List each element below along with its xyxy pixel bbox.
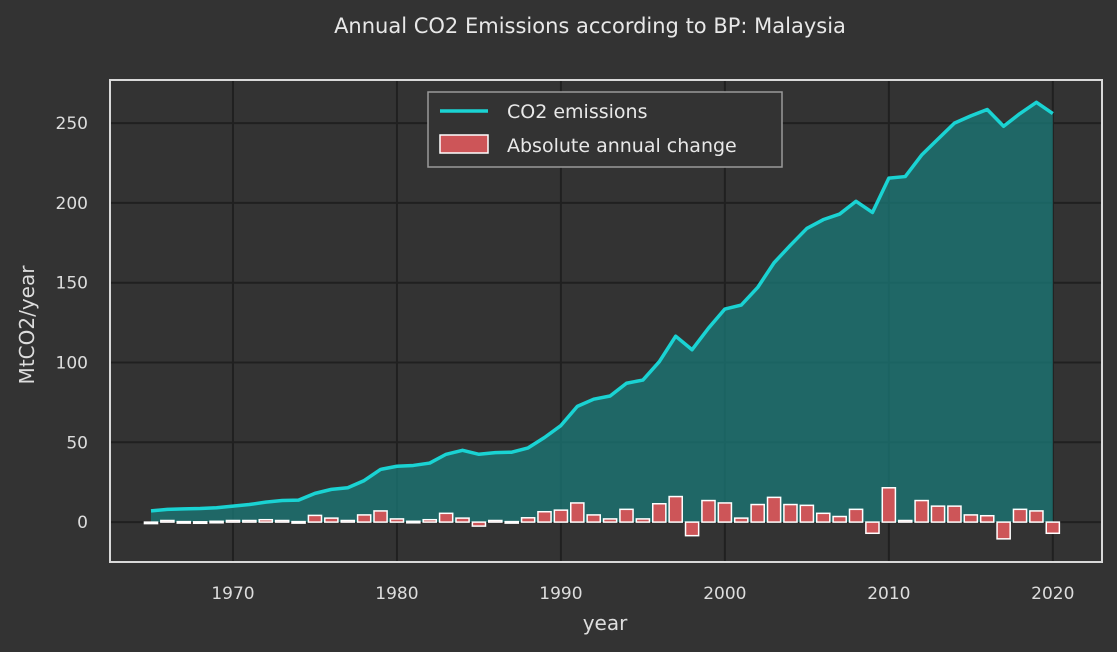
annual-change-bar [717, 502, 733, 523]
annual-change-bar [340, 519, 356, 523]
annual-change-bar [143, 521, 159, 525]
annual-change-bar [225, 519, 241, 523]
annual-change-bar [406, 520, 421, 524]
y-tick-label: 100 [56, 353, 88, 373]
line-layer [150, 100, 1054, 513]
annual-change-bar [356, 514, 372, 523]
x-tick-labels: 1970 1980 1990 2000 2010 2020 [211, 584, 1074, 604]
annual-change-bar [176, 520, 192, 524]
annual-change-bar [619, 508, 634, 523]
annual-change-bar [471, 521, 487, 527]
annual-change-bar [635, 518, 651, 523]
annual-change-bar [209, 520, 224, 524]
x-tick-label: 2010 [867, 584, 910, 604]
x-tick-label: 2020 [1031, 584, 1074, 604]
annual-change-bar [455, 517, 470, 523]
y-tick-label: 250 [56, 114, 88, 134]
annual-change-bar [1012, 508, 1028, 523]
y-tick-label: 150 [56, 274, 88, 294]
annual-change-bar [537, 510, 552, 523]
annual-change-bar [602, 518, 618, 523]
annual-change-bar [291, 520, 306, 524]
annual-change-bar [651, 502, 667, 523]
x-tick-label: 2000 [703, 584, 746, 604]
x-tick-label: 1990 [539, 584, 582, 604]
x-tick-label: 1980 [375, 584, 418, 604]
annual-change-bar [799, 504, 815, 523]
annual-change-bar [684, 521, 700, 537]
annual-change-bar [160, 519, 175, 523]
annual-change-bar [881, 487, 897, 523]
x-tick-label: 1970 [211, 584, 254, 604]
annual-change-bar [914, 499, 929, 523]
annual-change-bar [897, 519, 913, 523]
annual-change-bar [569, 502, 585, 523]
annual-change-bar [422, 518, 438, 523]
annual-change-bar [373, 510, 388, 523]
annual-change-bar [586, 514, 602, 523]
annual-change-bar [865, 521, 880, 535]
plot-frame [109, 79, 1103, 563]
annual-change-bar [553, 509, 569, 523]
annual-change-bar [815, 512, 831, 523]
emissions-area [150, 102, 1053, 523]
emissions-line [150, 100, 1054, 513]
annual-change-bar [504, 520, 520, 524]
area-layer [150, 102, 1053, 523]
chart-title: Annual CO2 Emissions according to BP: Ma… [334, 14, 846, 38]
legend-label-line: CO2 emissions [507, 101, 647, 123]
y-tick-label: 0 [77, 513, 88, 533]
annual-change-bar [242, 519, 257, 523]
x-axis-label: year [583, 611, 628, 635]
annual-change-bar [389, 518, 405, 523]
annual-change-bar [192, 521, 208, 525]
annual-change-bar [832, 515, 847, 523]
y-tick-label: 200 [56, 194, 88, 214]
annual-change-bar [668, 495, 683, 523]
annual-change-bar [783, 503, 798, 523]
annual-change-bar [766, 496, 782, 523]
y-tick-labels: 0 50 100 150 200 250 [56, 114, 88, 533]
legend-label-bar: Absolute annual change [507, 135, 737, 157]
annual-change-bar [274, 519, 290, 523]
annual-change-bar [979, 514, 995, 523]
legend-bar-swatch [439, 134, 489, 154]
annual-change-bar [324, 517, 339, 523]
annual-change-bar [930, 505, 946, 523]
annual-change-bar [1045, 521, 1061, 535]
annual-change-bar [963, 514, 979, 523]
annual-change-bar [947, 505, 962, 523]
annual-change-bar [848, 508, 864, 523]
annual-change-bar [438, 512, 454, 523]
y-axis-label: MtCO2/year [15, 265, 39, 385]
annual-change-bar [701, 499, 716, 523]
annual-change-bar [750, 503, 765, 523]
bar-series [143, 487, 1061, 540]
annual-change-bar [733, 517, 749, 523]
annual-change-bar [258, 518, 274, 523]
annual-change-bar [520, 517, 536, 523]
annual-change-bar [488, 519, 503, 523]
annual-change-bar [996, 521, 1011, 540]
legend-box [427, 91, 783, 168]
annual-change-bar [1029, 510, 1044, 523]
y-tick-label: 50 [66, 433, 88, 453]
annual-change-bar [307, 514, 323, 523]
legend: CO2 emissions Absolute annual change [427, 91, 783, 168]
